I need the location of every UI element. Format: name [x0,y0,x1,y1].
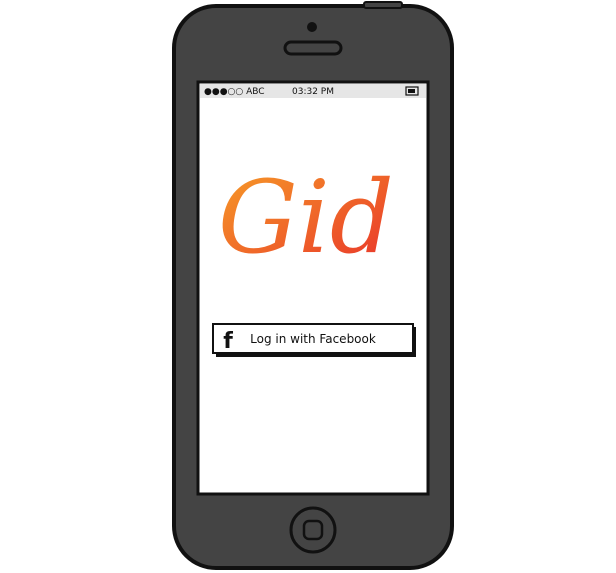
facebook-icon: f [223,329,233,354]
time: 03:32 PM [292,87,334,97]
carrier: ●●●○○ ABC [204,87,265,97]
status-bar [200,84,426,98]
display [196,80,430,496]
button-label: Log in with Facebook [250,332,376,346]
home-button[interactable] [289,506,337,554]
speaker [283,40,343,56]
logo: Gid [218,159,394,276]
facebook-login-button[interactable] [212,323,414,354]
battery [405,86,419,96]
camera [307,22,317,32]
power-button [363,1,403,9]
home-icon [302,519,324,541]
battery-level [408,89,415,93]
